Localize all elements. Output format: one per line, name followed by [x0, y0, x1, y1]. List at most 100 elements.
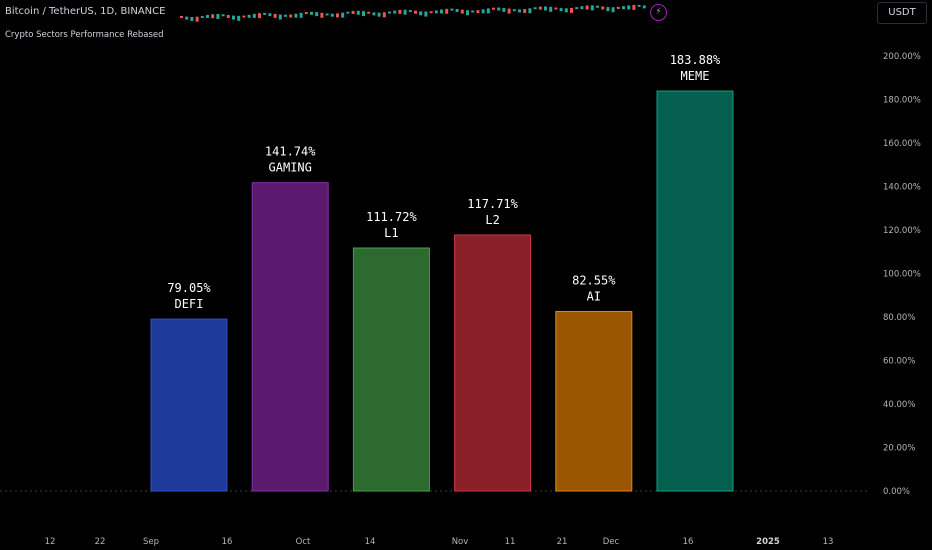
- sparkline-candle: [585, 5, 589, 10]
- sparkline-candle: [367, 11, 371, 14]
- sparkline-candle: [611, 7, 615, 13]
- sparkline-candle: [408, 10, 412, 13]
- bar-value-label: 82.55%: [572, 273, 616, 287]
- x-tick-label: Sep: [143, 537, 159, 547]
- sparkline-candle: [476, 10, 480, 14]
- sparkline-candle: [564, 8, 568, 13]
- bar-defi: [150, 318, 228, 492]
- x-tick-label: 16: [222, 537, 233, 547]
- lightning-bolt-icon[interactable]: ⚡: [650, 4, 667, 21]
- sparkline-candle: [284, 14, 287, 17]
- sparkline-candle: [637, 4, 641, 7]
- sparkline-candle: [570, 7, 573, 13]
- y-tick-label: 200.00%: [883, 52, 921, 62]
- bar-value-label: 141.74%: [265, 145, 316, 159]
- sparkline-candle: [642, 5, 646, 9]
- sparkline-candle: [278, 14, 282, 20]
- sparkline-candle: [434, 10, 438, 14]
- sparkline-candle: [299, 12, 303, 18]
- sparkline-candle: [372, 12, 376, 16]
- sparkline-candle: [273, 13, 277, 18]
- sparkline-candle: [185, 16, 189, 20]
- sparkline-candle: [268, 13, 272, 17]
- y-tick-label: 120.00%: [883, 226, 921, 236]
- sparkline-candle: [200, 15, 204, 18]
- bar-ai: [555, 310, 633, 492]
- bar-gaming: [251, 182, 329, 492]
- sparkline-candle: [455, 8, 459, 12]
- x-tick-label: 13: [823, 537, 834, 547]
- sparkline-candle: [497, 7, 501, 11]
- sparkline-candle: [481, 9, 485, 14]
- sparkline-candle: [341, 12, 345, 18]
- sparkline-candle: [382, 12, 386, 18]
- sparkline-candle: [601, 6, 605, 10]
- y-tick-label: 160.00%: [883, 139, 921, 149]
- sparkline-candle: [237, 15, 241, 21]
- bar-category-label: GAMING: [269, 161, 312, 175]
- sparkline-candle: [403, 9, 407, 15]
- sparkline-candle: [362, 11, 365, 17]
- sparkline-candle: [533, 7, 537, 10]
- sparkline-candle: [559, 8, 563, 12]
- sparkline-candle: [320, 12, 324, 18]
- sparkline-candle: [502, 7, 506, 12]
- y-tick-label: 140.00%: [883, 183, 921, 193]
- sparkline-candle: [393, 10, 397, 14]
- sparkline-candle: [466, 10, 469, 16]
- symbol-title[interactable]: Bitcoin / TetherUS, 1D, BINANCE: [5, 6, 166, 17]
- bar-value-label: 117.71%: [467, 197, 518, 211]
- x-tick-label: 2025: [756, 537, 780, 547]
- x-tick-label: 14: [365, 537, 376, 547]
- bar-category-label: L2: [485, 213, 499, 227]
- x-tick-label: 21: [557, 537, 568, 547]
- sparkline-candle: [294, 13, 298, 18]
- sparkline-candle: [221, 14, 225, 17]
- bar-category-label: DEFI: [175, 297, 204, 311]
- sparkline-candle: [330, 13, 334, 17]
- y-tick-label: 100.00%: [883, 270, 921, 280]
- sparkline-candle: [226, 14, 230, 18]
- sparkline-candle: [549, 6, 553, 12]
- sparkline-candle: [195, 16, 199, 22]
- sparkline-candle: [460, 9, 464, 14]
- sparkline-candle: [325, 13, 329, 16]
- sparkline-candle: [622, 6, 625, 10]
- x-tick-label: 22: [95, 537, 106, 547]
- x-tick-label: 11: [505, 537, 516, 547]
- sparkline-candle: [206, 14, 209, 18]
- x-tick-label: Nov: [452, 537, 469, 547]
- sparkline-candle: [247, 14, 251, 18]
- sparkline-candle: [315, 12, 319, 17]
- bar-value-label: 183.88%: [670, 53, 721, 67]
- sparkline-candle: [377, 12, 381, 17]
- sparkline-candle: [518, 9, 521, 13]
- sparkline-candle: [252, 13, 256, 18]
- sparkline-candle: [180, 16, 183, 18]
- sparkline-candle: [544, 6, 547, 11]
- sparkline-candle: [486, 8, 490, 14]
- sparkline-candle: [398, 9, 402, 14]
- sparkline-candle: [445, 8, 449, 14]
- sparkline-candle: [356, 10, 360, 15]
- sparkline-candle: [450, 8, 454, 11]
- sparkline-candle: [424, 11, 428, 17]
- sparkline-candle: [492, 7, 495, 10]
- bar-category-label: AI: [587, 289, 601, 303]
- bar-l2: [454, 234, 532, 492]
- sparkline-candle: [632, 4, 636, 10]
- sparkline-candle: [258, 13, 261, 19]
- currency-selector[interactable]: USDT: [877, 2, 927, 24]
- bar-meme: [656, 90, 734, 492]
- sparkline-candle: [310, 11, 313, 15]
- sparkline-candle: [388, 11, 391, 14]
- indicator-title[interactable]: Crypto Sectors Performance Rebased: [5, 30, 164, 40]
- bar-value-label: 79.05%: [167, 281, 211, 295]
- sparkline-candle: [190, 16, 194, 21]
- y-tick-label: 20.00%: [883, 444, 915, 454]
- x-tick-label: Oct: [296, 537, 311, 547]
- x-tick-label: 16: [683, 537, 694, 547]
- sparkline-candle: [351, 10, 355, 14]
- bar-value-label: 111.72%: [366, 210, 417, 224]
